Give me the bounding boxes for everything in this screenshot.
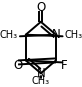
Text: O: O [13, 59, 23, 72]
Text: CH₃: CH₃ [0, 30, 17, 40]
Text: F: F [61, 59, 68, 72]
Text: CH₃: CH₃ [64, 30, 82, 40]
Text: CH₃: CH₃ [32, 76, 50, 86]
Text: O: O [36, 1, 45, 14]
Text: N: N [36, 67, 45, 80]
Text: N: N [51, 28, 60, 41]
